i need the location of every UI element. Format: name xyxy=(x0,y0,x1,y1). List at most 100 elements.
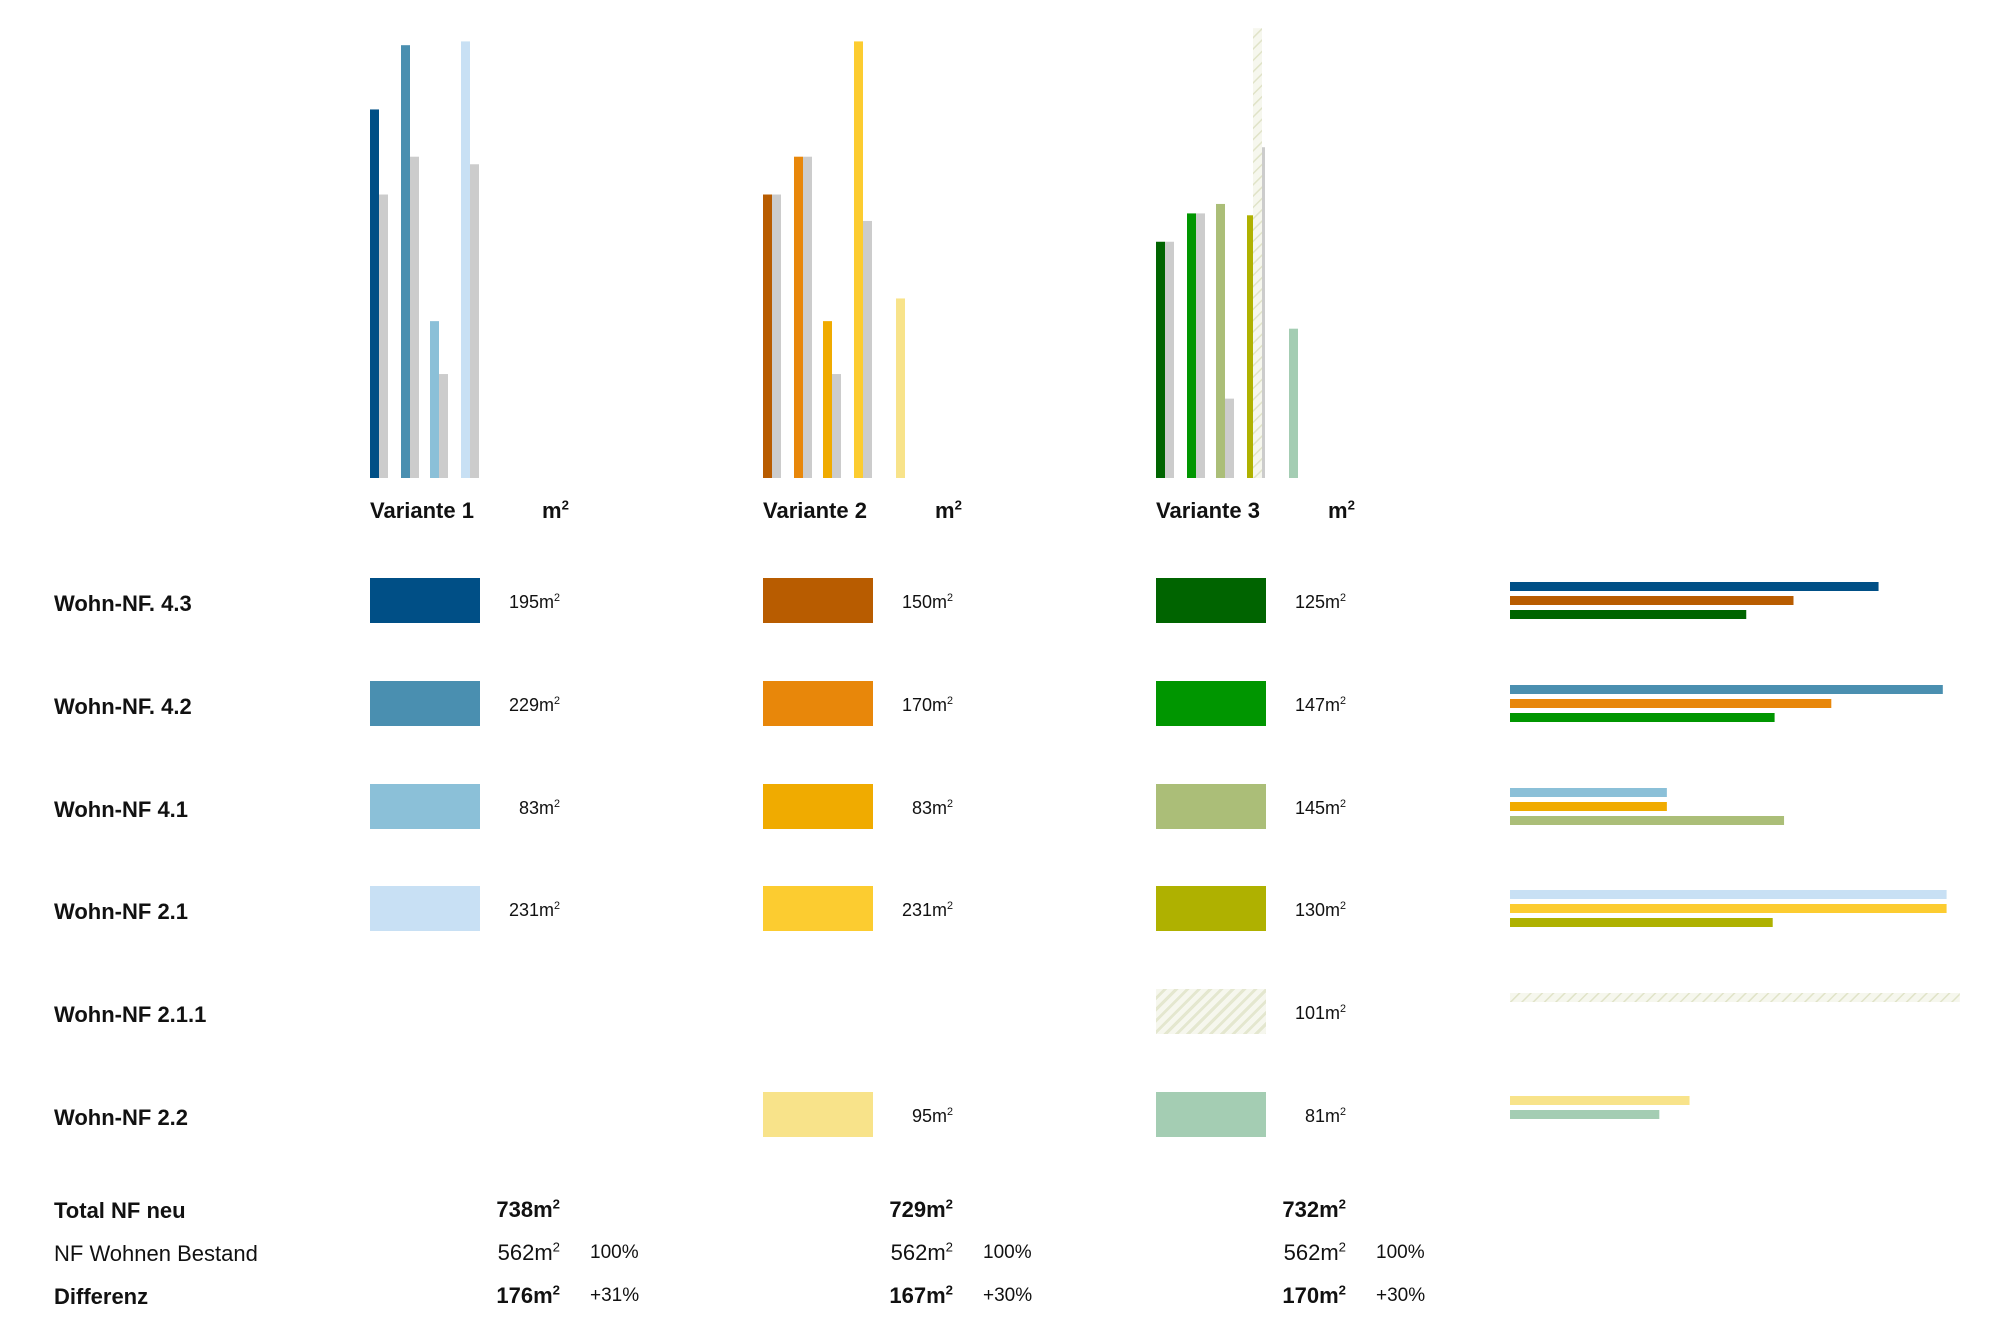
hbar-4-v1 xyxy=(1510,890,1947,899)
vbar-compare-v3-3 xyxy=(1225,398,1234,478)
hbar-2-v3 xyxy=(1510,713,1775,722)
area-value-v2-3: 83m2 xyxy=(911,798,953,818)
vbar-compare-v1-2 xyxy=(410,156,419,478)
variant-unit-2: m2 xyxy=(935,497,962,523)
area-value-v3-6: 81m2 xyxy=(1304,1106,1346,1126)
summary-pct-3-v2: +30% xyxy=(983,1285,1033,1306)
summary-value-1-v1: 738m2 xyxy=(496,1196,560,1222)
hbar-6-v2 xyxy=(1510,1096,1690,1105)
hbar-6-v3 xyxy=(1510,1110,1660,1119)
row-label-2: Wohn-NF. 4.2 xyxy=(54,694,192,719)
vbar-compare-v2-3 xyxy=(832,374,841,478)
vbar-v2-1 xyxy=(763,194,772,478)
row-label-1: Wohn-NF. 4.3 xyxy=(54,591,192,616)
swatch-v3-1 xyxy=(1156,578,1266,623)
vbar-v2-4 xyxy=(854,41,863,478)
area-value-v1-2: 229m2 xyxy=(508,695,560,715)
swatch-v3-3 xyxy=(1156,784,1266,829)
area-value-v2-6: 95m2 xyxy=(911,1106,953,1126)
vbar-v1-1 xyxy=(370,109,379,478)
row-label-6: Wohn-NF 2.2 xyxy=(54,1105,189,1130)
area-value-v3-4: 130m2 xyxy=(1294,900,1346,920)
hbar-1-v1 xyxy=(1510,582,1879,591)
swatch-v1-3 xyxy=(370,784,480,829)
summary-value-3-v2: 167m2 xyxy=(889,1282,953,1308)
horizontal-comparison-bars xyxy=(1510,582,1960,1119)
vbar-v3-4 xyxy=(1247,215,1256,479)
vbar-v2-2 xyxy=(794,156,803,478)
swatch-v1-2 xyxy=(370,681,480,726)
vbar-v2-6 xyxy=(896,298,905,478)
summary-value-3-v1: 176m2 xyxy=(496,1282,560,1308)
area-value-v2-2: 170m2 xyxy=(901,695,953,715)
summary-label-3: Differenz xyxy=(54,1284,149,1309)
summary-value-2-v3: 562m2 xyxy=(1283,1239,1346,1265)
vbar-v3-3 xyxy=(1216,203,1225,478)
summary-pct-2-v2: 100% xyxy=(983,1242,1032,1263)
hbar-4-v2 xyxy=(1510,904,1947,913)
hbar-3-v2 xyxy=(1510,802,1667,811)
hbar-3-v3 xyxy=(1510,816,1785,825)
summary-value-3-v3: 170m2 xyxy=(1282,1282,1346,1308)
vbar-compare-v1-4 xyxy=(470,164,479,478)
area-value-v3-5: 101m2 xyxy=(1294,1003,1346,1023)
vbar-compare-v1-3 xyxy=(439,374,448,478)
summary-value-1-v2: 729m2 xyxy=(889,1196,953,1222)
area-value-v1-1: 195m2 xyxy=(508,592,560,612)
row-label-5: Wohn-NF 2.1.1 xyxy=(54,1002,207,1027)
swatch-v2-2 xyxy=(763,681,873,726)
vbar-compare-v1-1 xyxy=(379,194,388,478)
swatch-v3-5 xyxy=(1156,989,1266,1034)
vertical-bar-charts xyxy=(370,28,1298,479)
vbar-v3-1 xyxy=(1156,241,1165,478)
summary-value-1-v3: 732m2 xyxy=(1282,1196,1346,1222)
swatch-v1-1 xyxy=(370,578,480,623)
summary-value-2-v2: 562m2 xyxy=(890,1239,953,1265)
area-value-v3-2: 147m2 xyxy=(1294,695,1346,715)
summary-pct-2-v1: 100% xyxy=(590,1242,639,1263)
area-value-v3-3: 145m2 xyxy=(1294,798,1346,818)
vbar-compare-v3-2 xyxy=(1196,213,1205,478)
summary-pct-3-v1: +31% xyxy=(590,1285,640,1306)
variant-title-3: Variante 3 xyxy=(1156,498,1260,523)
area-value-v1-4: 231m2 xyxy=(508,900,560,920)
row-label-4: Wohn-NF 2.1 xyxy=(54,899,189,924)
variant-title-2: Variante 2 xyxy=(763,498,867,523)
area-value-v2-1: 150m2 xyxy=(901,592,953,612)
area-value-v3-1: 125m2 xyxy=(1294,592,1346,612)
area-value-v2-4: 231m2 xyxy=(901,900,953,920)
vbar-v1-3 xyxy=(430,321,439,478)
vbar-v2-3 xyxy=(823,321,832,478)
hbar-5-v3 xyxy=(1510,993,1960,1002)
variant-title-1: Variante 1 xyxy=(370,498,474,523)
swatch-v2-1 xyxy=(763,578,873,623)
swatch-v3-2 xyxy=(1156,681,1266,726)
vbar-v3-6 xyxy=(1289,328,1298,478)
vbar-v3-5 xyxy=(1253,28,1262,479)
swatch-v3-4 xyxy=(1156,886,1266,931)
hbar-2-v2 xyxy=(1510,699,1832,708)
summary-pct-3-v3: +30% xyxy=(1376,1285,1426,1306)
vbar-v1-4 xyxy=(461,41,470,478)
hbar-2-v1 xyxy=(1510,685,1943,694)
swatch-v1-4 xyxy=(370,886,480,931)
vbar-compare-v2-2 xyxy=(803,156,812,478)
vbar-compare-v2-4 xyxy=(863,220,872,478)
hbar-4-v3 xyxy=(1510,918,1773,927)
hbar-1-v2 xyxy=(1510,596,1794,605)
summary-value-2-v1: 562m2 xyxy=(497,1239,560,1265)
vbar-v3-2 xyxy=(1187,213,1196,478)
area-value-v1-3: 83m2 xyxy=(518,798,560,818)
swatch-v2-6 xyxy=(763,1092,873,1137)
hbar-1-v3 xyxy=(1510,610,1747,619)
summary-pct-2-v3: 100% xyxy=(1376,1242,1425,1263)
vbar-compare-v3-1 xyxy=(1165,241,1174,478)
swatch-v2-4 xyxy=(763,886,873,931)
row-label-3: Wohn-NF 4.1 xyxy=(54,797,189,822)
summary-label-2: NF Wohnen Bestand xyxy=(54,1241,258,1266)
swatch-v2-3 xyxy=(763,784,873,829)
variant-unit-3: m2 xyxy=(1328,497,1355,523)
swatch-v3-6 xyxy=(1156,1092,1266,1137)
vbar-compare-v2-1 xyxy=(772,194,781,478)
